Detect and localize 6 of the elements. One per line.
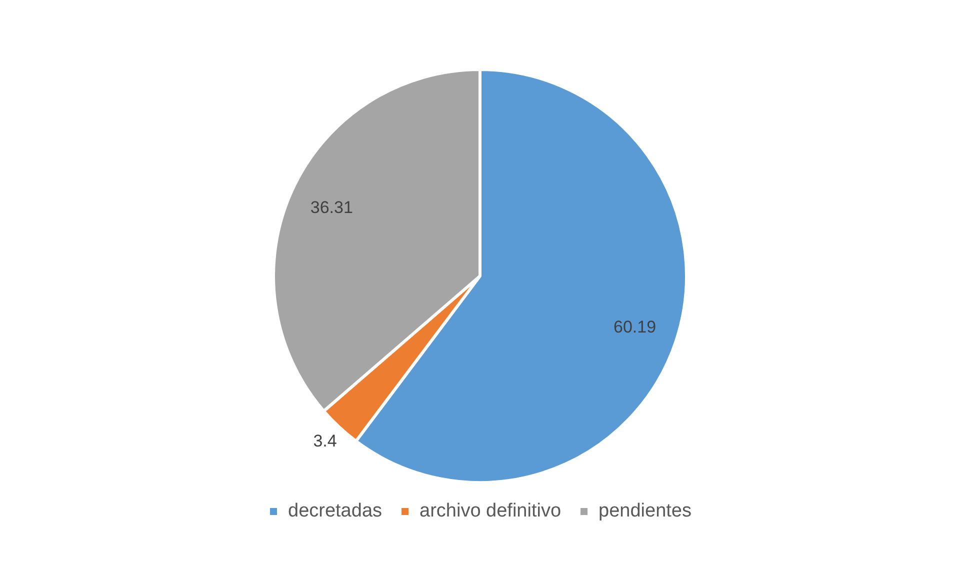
data-label: 3.4 bbox=[313, 432, 337, 451]
legend-label: archivo definitivo bbox=[420, 500, 562, 522]
data-label: 36.31 bbox=[310, 198, 353, 217]
data-label: 60.19 bbox=[613, 317, 656, 336]
legend-label: decretadas bbox=[288, 500, 382, 522]
legend-label: pendientes bbox=[598, 500, 692, 522]
